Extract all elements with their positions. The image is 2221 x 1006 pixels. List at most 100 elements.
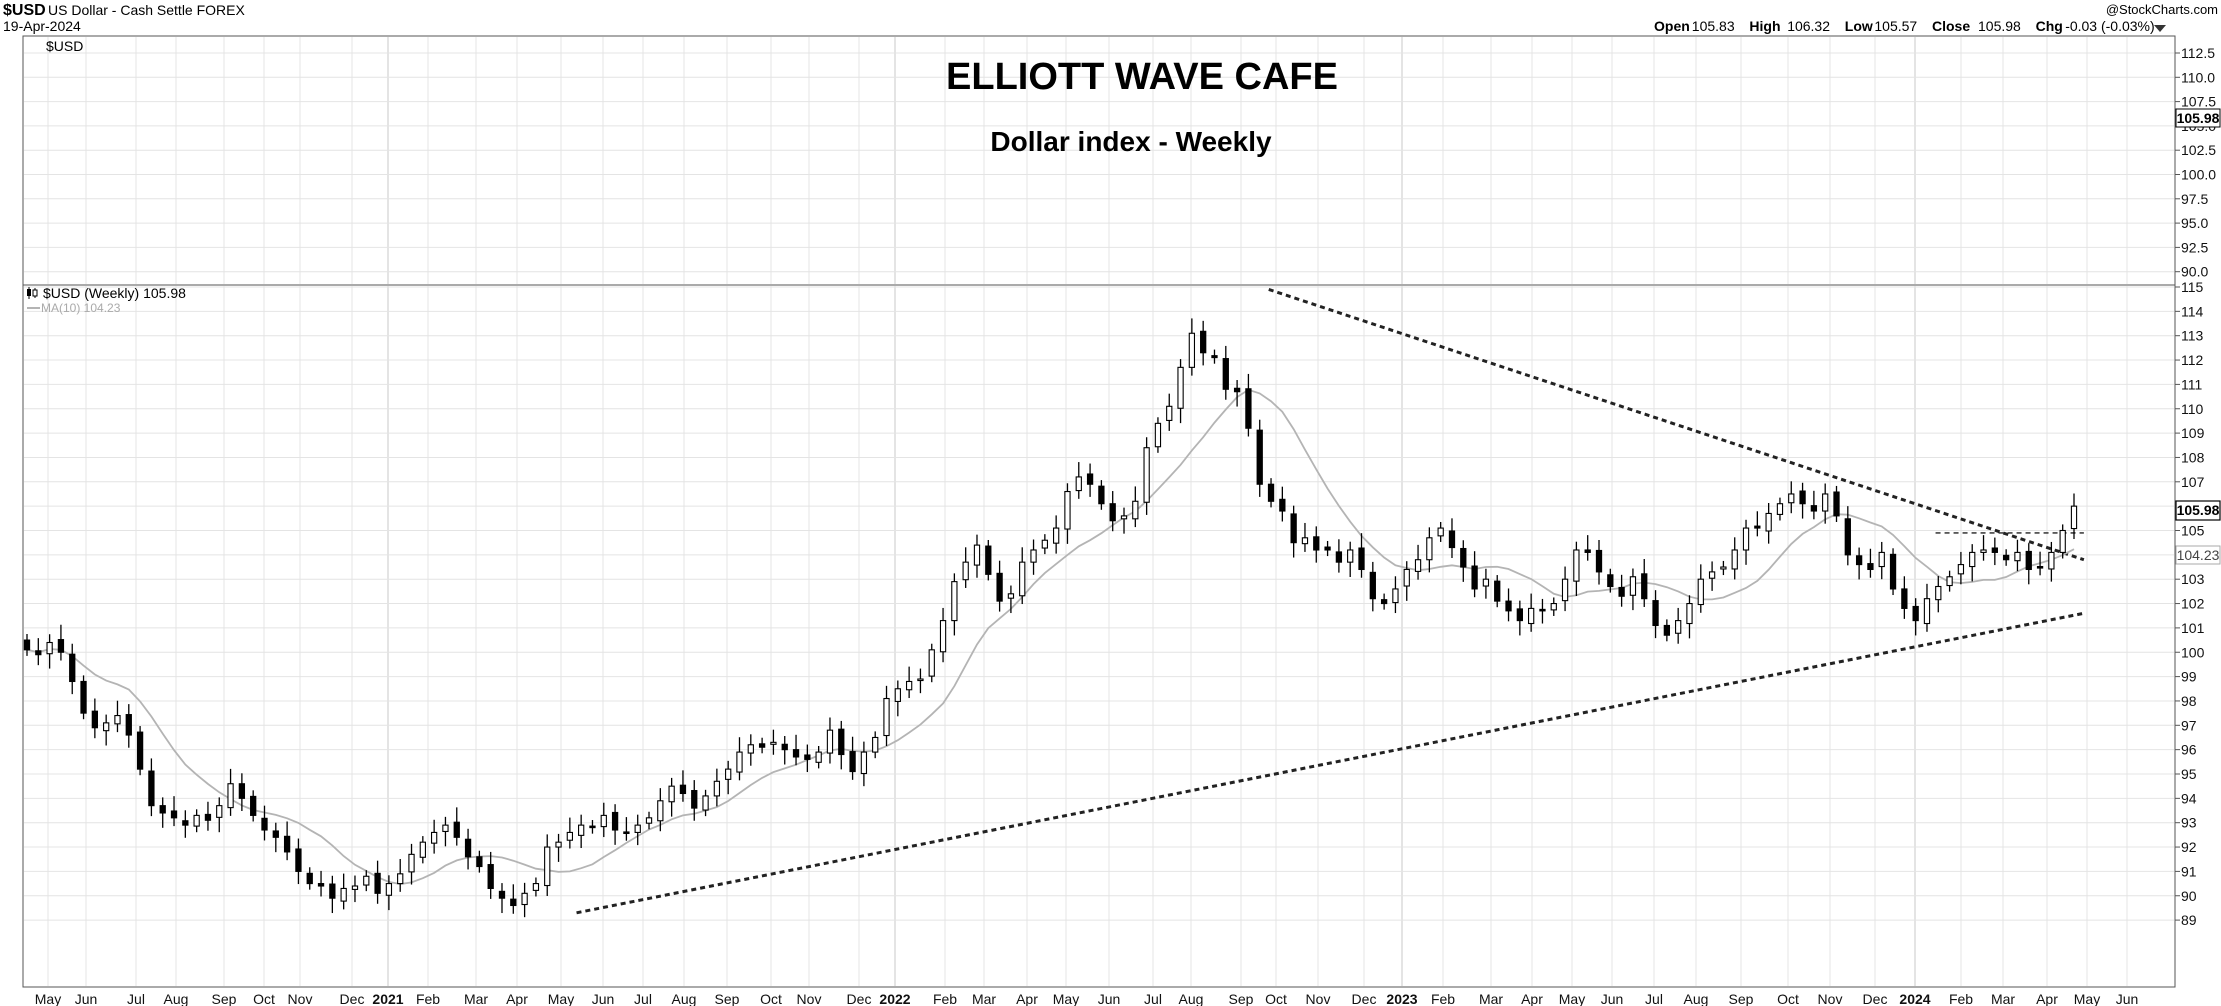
candle <box>1494 575 1501 608</box>
candle <box>555 833 562 862</box>
candle-body-up <box>1392 588 1399 604</box>
y-tick-label: 105 <box>2181 523 2205 539</box>
candle <box>702 789 709 817</box>
candle-body-down <box>80 680 87 714</box>
candle-body-up <box>1697 578 1704 606</box>
candle-body-down <box>453 821 460 838</box>
candle-body-down <box>1867 563 1874 571</box>
candle <box>1505 588 1512 622</box>
candle <box>894 680 901 717</box>
candle <box>1550 597 1557 616</box>
candle-body-up <box>532 883 540 891</box>
candle-body-up <box>1301 537 1309 545</box>
candle <box>272 822 279 853</box>
candle <box>1301 522 1309 552</box>
candle-body-up <box>1527 607 1535 625</box>
candle <box>826 717 834 764</box>
candle <box>1313 526 1320 563</box>
candle <box>114 700 121 733</box>
candle-body-up <box>351 885 359 890</box>
candle <box>1652 590 1659 639</box>
y-tick-label: 114 <box>2181 303 2204 319</box>
candle <box>2048 541 2055 582</box>
candle <box>2059 524 2066 559</box>
ma-value-badge: 104.23 <box>2175 545 2221 565</box>
candle <box>317 870 325 897</box>
candle-body-up <box>1957 564 1965 575</box>
candle <box>340 873 347 910</box>
candle-body-down <box>250 795 257 816</box>
x-tick-label: May <box>1053 991 1079 1006</box>
candle-body-up <box>1188 332 1196 368</box>
ohlc-value-low: 105.57 <box>1874 18 1917 34</box>
candle <box>329 875 336 914</box>
x-tick-label: Nov <box>1306 991 1331 1006</box>
x-tick-label: Nov <box>797 991 822 1006</box>
candle-body-down <box>996 572 1003 602</box>
candle <box>148 758 155 817</box>
y-tick-label: 89 <box>2181 912 2197 928</box>
candle-body-down <box>1539 608 1546 612</box>
candle <box>91 698 99 739</box>
candle <box>238 773 246 812</box>
candle-body-down <box>611 811 619 831</box>
candle <box>1200 320 1207 366</box>
y-tick-label: 90 <box>2181 888 2197 904</box>
x-tick-label: Aug <box>1684 991 1709 1006</box>
candle-body-down <box>57 639 65 653</box>
x-tick-label: Aug <box>672 991 697 1006</box>
candle-body-down <box>1256 429 1263 485</box>
candle <box>589 820 596 834</box>
candle-body-down <box>283 835 291 853</box>
y-tick-label: 103 <box>2181 571 2205 587</box>
candle <box>1618 574 1625 607</box>
candle-body-up <box>1788 493 1795 504</box>
x-tick-label: Mar <box>1479 991 1503 1006</box>
candle <box>996 560 1003 612</box>
candle <box>1075 462 1082 499</box>
candle <box>510 884 517 914</box>
candle <box>849 736 856 780</box>
candle-body-down <box>23 639 31 651</box>
x-tick-label: Apr <box>1016 991 1038 1006</box>
candle <box>566 817 574 849</box>
candle <box>1731 537 1738 580</box>
candle <box>645 811 653 830</box>
top-y-tick-label: 90.0 <box>2181 264 2208 280</box>
candle <box>1912 598 1919 636</box>
candle <box>1822 483 1829 524</box>
trendline-lower-support <box>576 611 2085 915</box>
candle <box>476 850 483 873</box>
x-tick-label: Jun <box>2116 991 2139 1006</box>
candle <box>261 805 268 841</box>
triangle-down-icon[interactable] <box>2154 25 2166 32</box>
main-y-axis: 8990919293949596979899100101102103104105… <box>2175 279 2205 928</box>
candle-body-down <box>35 650 42 656</box>
candle <box>1154 417 1162 453</box>
candle-body-down <box>1109 503 1116 522</box>
x-tick-label: Aug <box>164 991 189 1006</box>
candle <box>227 768 234 816</box>
candle <box>1053 515 1060 554</box>
x-tick-label: Nov <box>1818 991 1843 1006</box>
candle <box>1290 505 1297 558</box>
trendlines <box>576 288 2085 915</box>
candle-body-up <box>860 751 868 775</box>
candle <box>838 720 845 770</box>
candle <box>804 744 811 773</box>
candle-body-up <box>1573 549 1580 582</box>
candle-body-up <box>1482 578 1490 587</box>
x-tick-label: 2024 <box>1899 991 1930 1006</box>
candle <box>1471 551 1478 598</box>
y-tick-label: 98 <box>2181 693 2197 709</box>
y-tick-label: 97 <box>2181 717 2197 733</box>
candle <box>1867 548 1874 578</box>
ohlc-label-close: Close <box>1932 18 1970 34</box>
candle-body-down <box>1516 608 1523 622</box>
candle <box>136 726 144 776</box>
candle-body-up <box>1075 476 1082 492</box>
candle <box>419 836 426 864</box>
candle-body-down <box>1200 330 1207 354</box>
candle <box>1245 373 1252 437</box>
